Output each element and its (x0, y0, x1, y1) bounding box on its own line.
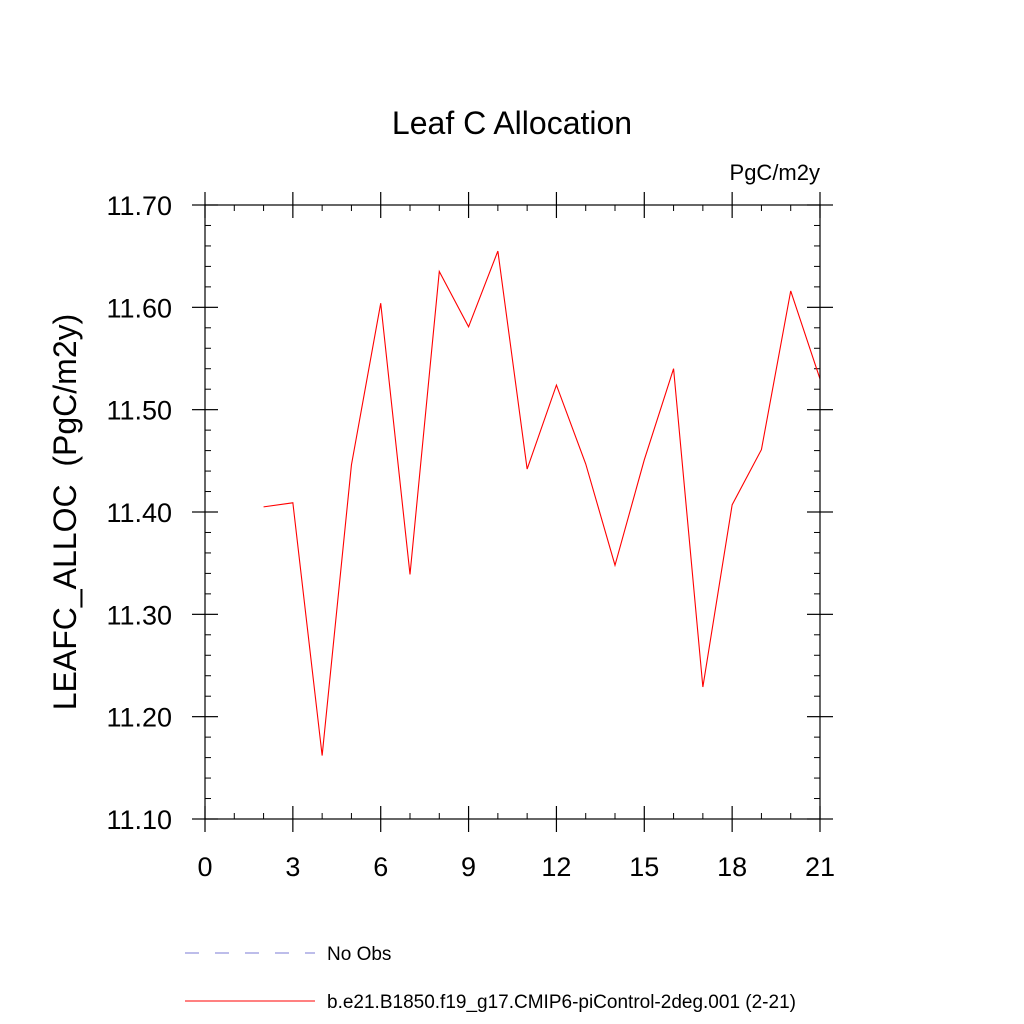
series-layer (263, 250, 821, 756)
y-tick-label: 11.50 (106, 396, 172, 426)
y-tick-label: 11.60 (106, 293, 172, 323)
legend-label-series: b.e21.B1850.f19_g17.CMIP6-piControl-2deg… (327, 992, 796, 1013)
x-tick-label: 18 (717, 852, 747, 882)
x-tick-label: 6 (373, 852, 388, 882)
y-axis-label: LEAFC_ALLOC (PgC/m2y) (47, 314, 83, 711)
y-tick-label: 11.20 (106, 703, 172, 733)
plot-frame (204, 204, 821, 820)
axis-ticks (192, 192, 833, 832)
y-tick-label: 11.30 (106, 600, 172, 630)
x-tick-label: 21 (805, 852, 835, 882)
series-line (263, 250, 821, 756)
x-tick-label: 3 (285, 852, 300, 882)
x-tick-label: 0 (197, 852, 212, 882)
axis-tick-labels: 0 3 6 9 12 15 18 21 11.10 11.20 11.30 11.40 11.50 11.… (106, 191, 835, 882)
y-tick-label: 11.10 (106, 805, 172, 835)
chart-title: Leaf C Allocation (392, 105, 632, 141)
legend-label-no-obs: No Obs (327, 944, 391, 965)
x-tick-label: 15 (629, 852, 659, 882)
y-tick-label: 11.40 (106, 498, 172, 528)
legend: No Obs b.e21.B1850.f19_g17.CMIP6-piContr… (185, 944, 796, 1013)
x-tick-label: 12 (541, 852, 571, 882)
x-tick-label: 9 (461, 852, 476, 882)
y-tick-label: 11.70 (106, 191, 172, 221)
units-label: PgC/m2y (730, 160, 820, 185)
